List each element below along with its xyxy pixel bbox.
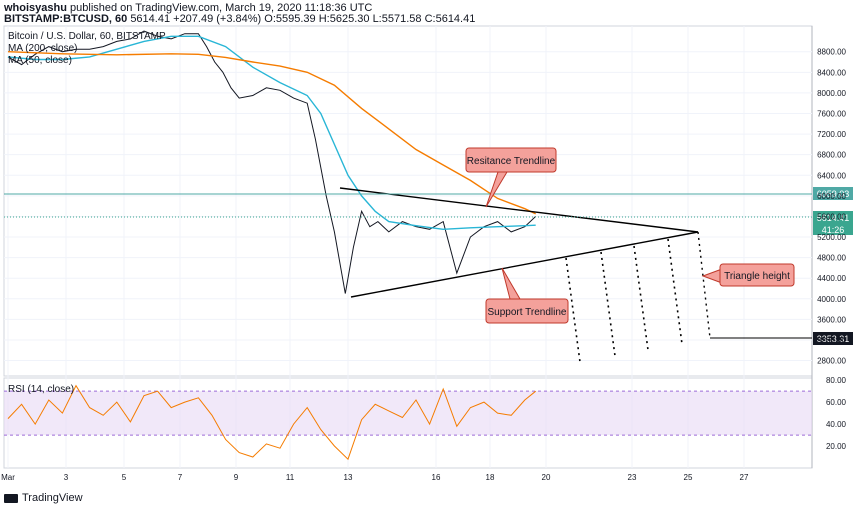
svg-text:6059.03: 6059.03 (817, 189, 850, 199)
support-callout-text: Support Trendline (488, 307, 567, 318)
x-tick-label: 3 (64, 473, 69, 482)
x-tick-label: 18 (486, 473, 495, 482)
rsi-tick-label: 20.00 (826, 442, 847, 451)
countdown-tag: 41:26 (813, 224, 853, 235)
y-tick-label: 7200.00 (817, 130, 846, 139)
open-label: O: (264, 13, 276, 25)
chart-legend-title: Bitcoin / U.S. Dollar, 60, BITSTAMP (8, 31, 166, 42)
rsi-tick-label: 40.00 (826, 420, 847, 429)
y-tick-label: 6800.00 (817, 151, 846, 160)
x-tick-label: 23 (628, 473, 637, 482)
y-tick-label: 8400.00 (817, 68, 846, 77)
high-value: 5625.30 (329, 13, 370, 25)
tradingview-logo-icon (4, 493, 18, 503)
publish-line: whoisyashu published on TradingView.com,… (4, 2, 372, 14)
svg-text:3353.31: 3353.31 (817, 334, 850, 344)
publish-info: published on TradingView.com, March 19, … (70, 2, 373, 14)
x-tick-label: Mar (1, 473, 15, 482)
support-trendline[interactable] (350, 231, 699, 298)
x-tick-label: 16 (432, 473, 441, 482)
ohlc-line: BITSTAMP:BTCUSD, 60 5614.41 +207.49 (+3.… (4, 13, 475, 25)
high-label: H: (318, 13, 330, 25)
triangle-height-callout-text: Triangle height (724, 271, 790, 282)
x-tick-label: 11 (286, 473, 295, 482)
x-tick-label: 9 (234, 473, 239, 482)
rsi-tick-label: 60.00 (826, 398, 847, 407)
y-tick-label: 3200.00 (817, 336, 846, 345)
target-price-tag: 3353.31 (813, 332, 853, 345)
legend-ma200: MA (200, close) (8, 43, 77, 54)
last-price: 5614.41 (130, 13, 171, 25)
triangle-height-callout[interactable]: Triangle height (701, 263, 795, 287)
y-tick-label: 7600.00 (817, 110, 846, 119)
x-tick-label: 13 (344, 473, 353, 482)
ma50-series-line[interactable] (7, 35, 536, 231)
y-tick-label: 6400.00 (817, 171, 846, 180)
last-price-tag: 5614.41 (813, 211, 853, 224)
open-value: 5595.39 (275, 13, 316, 25)
x-tick-label: 25 (684, 473, 693, 482)
y-tick-label: 8800.00 (817, 48, 846, 57)
author-name[interactable]: whoisyashu (4, 2, 67, 14)
y-tick-label: 8000.00 (817, 89, 846, 98)
y-tick-label: 5200.00 (817, 233, 846, 242)
x-tick-label: 20 (542, 473, 551, 482)
resistance-callout[interactable]: Resitance Trendline (465, 147, 557, 208)
chart-header: whoisyashu published on TradingView.com,… (0, 0, 860, 25)
low-value: 5571.58 (381, 13, 422, 25)
y-tick-label: 4800.00 (817, 254, 846, 263)
rsi-band (4, 391, 812, 436)
y-tick-label: 5600.00 (817, 212, 846, 221)
x-tick-label: 27 (740, 473, 749, 482)
y-tick-label: 4000.00 (817, 295, 846, 304)
close-label: C: (424, 13, 436, 25)
brand-name[interactable]: TradingView (22, 492, 83, 504)
svg-text:5614.41: 5614.41 (817, 213, 850, 223)
price-chart[interactable]: Resitance Trendline Support Trendline Tr… (0, 0, 860, 492)
x-tick-label: 7 (178, 473, 183, 482)
symbol-name[interactable]: BITSTAMP:BTCUSD, 60 (4, 13, 128, 25)
legend-rsi: RSI (14, close) (8, 384, 74, 395)
ma200-series-line[interactable] (7, 51, 537, 215)
price-series-line[interactable] (7, 30, 537, 294)
svg-text:41:26: 41:26 (822, 225, 845, 235)
resistance-trendline[interactable] (339, 187, 699, 233)
footer: TradingView (4, 492, 83, 504)
y-tick-label: 2800.00 (817, 357, 846, 366)
x-tick-label: 5 (122, 473, 127, 482)
rsi-tick-label: 80.00 (826, 376, 847, 385)
close-value: 5614.41 (435, 13, 476, 25)
legend-ma50: MA (50, close) (8, 55, 72, 66)
rsi-series-line[interactable] (7, 384, 537, 461)
support-callout[interactable]: Support Trendline (485, 267, 569, 324)
price-pane[interactable] (3, 25, 813, 377)
low-label: L: (372, 13, 382, 25)
price-change: +207.49 (+3.84%) (173, 13, 262, 25)
y-tick-label: 3600.00 (817, 315, 846, 324)
resistance-callout-text: Resitance Trendline (467, 156, 556, 167)
resistance-price-tag: 6059.03 (813, 187, 853, 200)
y-tick-label: 4400.00 (817, 274, 846, 283)
y-tick-label: 6000.00 (817, 192, 846, 201)
